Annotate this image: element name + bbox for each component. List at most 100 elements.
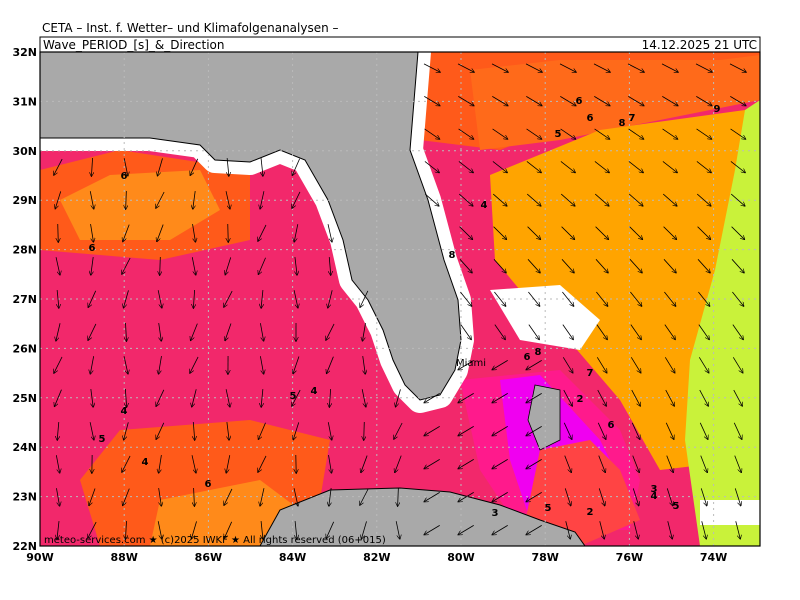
arrow [224,488,233,505]
arrow [56,488,59,506]
arrow [631,389,640,406]
arrow [596,324,607,340]
arrow [733,389,742,406]
arrow [293,290,298,308]
arrow [633,521,638,538]
arrow [565,521,570,538]
arrow [260,488,265,506]
arrow [632,488,638,505]
contour-label: 4 [142,457,149,468]
arrow [732,324,743,340]
arrow [361,521,367,538]
arrow [424,393,440,402]
arrow [423,63,440,72]
arrow [91,257,93,275]
arrow [627,63,644,72]
arrow [564,455,572,473]
arrow [493,259,506,272]
arrow [193,191,195,209]
arrow [55,455,59,473]
lon-label: 78W [531,551,558,564]
arrow [732,291,743,306]
arrow [492,393,508,402]
arrow [698,291,709,306]
arrow [526,161,541,172]
arrow [88,521,97,538]
arrow [54,356,63,373]
arrow [224,521,233,538]
island [527,384,561,451]
arrow [88,323,97,340]
arrow [562,291,573,306]
arrow [123,356,128,374]
arrow [424,96,439,105]
arrow [526,459,542,468]
contour-label: 3 [492,508,499,519]
arrow [125,388,126,407]
direction-arrows [54,63,746,539]
arrow [89,191,93,209]
arrow [700,455,708,473]
contour-label: 4 [481,200,488,211]
lon-label: 76W [616,551,643,564]
contour-label: 5 [545,503,552,514]
lon-label: 88W [110,551,137,564]
lon-label: 90W [26,551,53,564]
arrow [526,193,541,206]
arrow [259,356,263,374]
arrow [526,492,542,501]
arrow [696,161,711,172]
arrow [460,324,471,340]
contour-label: 4 [311,386,318,397]
arrow [560,161,575,172]
arrow [395,455,402,473]
arrow [662,193,677,206]
map-frame [39,51,761,547]
arrow [260,191,265,209]
arrow [156,191,165,208]
arrow [595,259,608,272]
arrow [662,128,678,139]
arrow [628,161,643,172]
arrow [667,521,672,538]
arrow [594,128,610,139]
arrow [560,128,576,139]
arrow [458,459,474,468]
arrow [630,291,641,306]
masked-area [700,500,760,525]
arrow [193,289,194,308]
contour-label: 6 [89,243,96,254]
arrow [527,259,540,272]
contour-label: 5 [290,391,297,402]
arrow [698,357,708,372]
period-zone [685,100,760,546]
arrow [54,158,63,175]
arrow [55,389,62,407]
arrow [730,128,746,139]
arrow [699,389,708,406]
arrow [492,193,507,206]
arrow [123,224,130,242]
contour-label: 4 [121,406,128,417]
contour-label: 6 [524,352,531,363]
arrow [492,128,508,139]
arrow [293,422,300,439]
arrow [258,257,266,275]
arrow [527,226,541,240]
arrow [663,226,677,240]
arrow [594,193,609,206]
contour-label: 6 [121,171,128,182]
arrow [458,128,474,139]
arrow [160,256,161,275]
arrow [697,226,711,240]
arrow [158,323,162,341]
arrow [526,128,542,139]
arrow [329,256,330,275]
arrow [734,455,742,473]
contour-label: 9 [714,104,721,115]
arrow [492,525,508,534]
lon-label: 80W [447,551,474,564]
